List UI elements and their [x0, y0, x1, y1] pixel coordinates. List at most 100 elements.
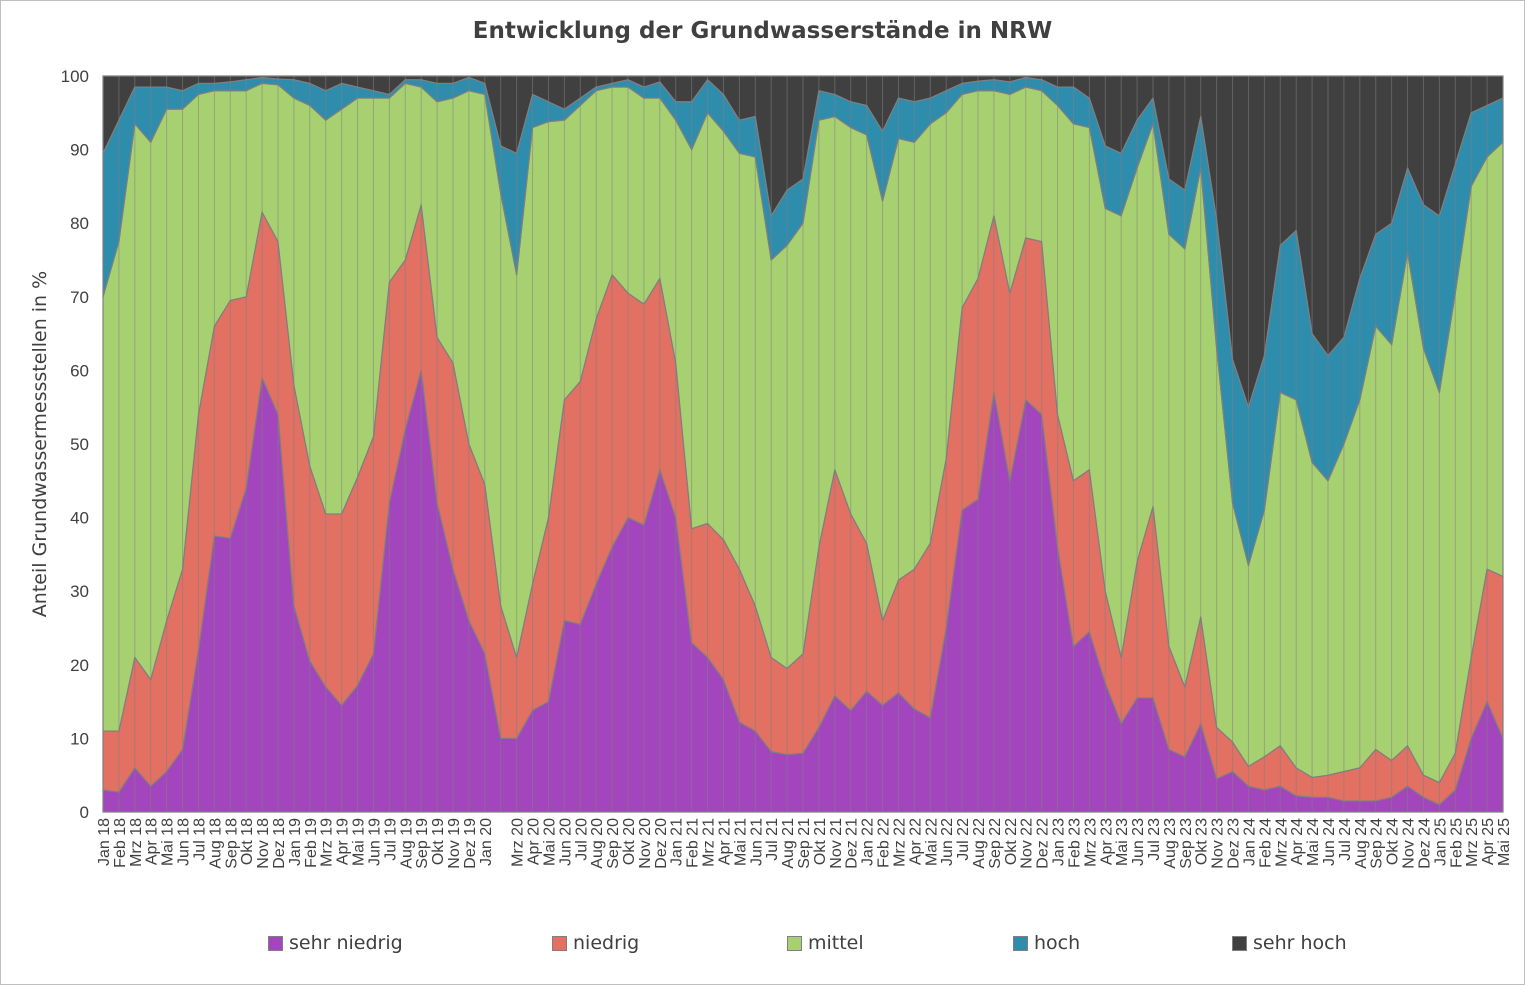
- x-tick-label: Jan 22: [860, 818, 877, 866]
- y-tick-label: 0: [80, 803, 89, 822]
- x-tick-label: Okt 21: [812, 818, 829, 865]
- x-tick-label: Nov 19: [446, 818, 463, 869]
- x-tick-label: Sep 23: [1178, 818, 1195, 869]
- x-tick-label: Jul 19: [382, 818, 399, 861]
- x-tick-label: Dez 20: [653, 818, 670, 869]
- x-tick-label: Mai 20: [541, 818, 558, 866]
- legend-swatch-niedrig: [552, 935, 567, 951]
- x-tick-label: Jun 18: [176, 818, 193, 866]
- x-tick-label: Sep 24: [1369, 818, 1386, 869]
- x-tick-label: Feb 25: [1448, 818, 1465, 868]
- x-tick-label: Apr 19: [335, 818, 352, 865]
- x-tick-label: Aug 24: [1353, 818, 1370, 869]
- x-tick-label: Jul 23: [1146, 818, 1163, 861]
- x-tick-label: Dez 19: [462, 818, 479, 869]
- y-tick-label: 40: [70, 509, 89, 528]
- chart-title: Entwicklung der Grundwasserstände in NRW: [472, 18, 1053, 44]
- x-tick-label: Mrz 21: [701, 818, 718, 867]
- x-tick-label: Aug 20: [589, 818, 606, 869]
- x-tick-label: Mai 18: [160, 818, 177, 866]
- legend-item-sehr-niedrig: sehr niedrig: [268, 928, 403, 958]
- x-tick-label: Jul 22: [955, 818, 972, 861]
- x-tick-label: Aug 22: [971, 818, 988, 869]
- x-tick-label: Nov 18: [255, 818, 272, 869]
- x-tick-label: Okt 24: [1385, 818, 1402, 865]
- legend-item-hoch: hoch: [1013, 928, 1080, 958]
- x-tick-label: Jul 21: [764, 818, 781, 861]
- x-tick-label: Dez 23: [1226, 818, 1243, 869]
- x-tick-label: Mai 25: [1496, 818, 1513, 866]
- x-tick-label: Mai 19: [351, 818, 368, 866]
- legend-swatch-mittel: [787, 935, 802, 951]
- x-tick-label: Apr 20: [526, 818, 543, 865]
- x-tick-label: Mai 22: [923, 818, 940, 866]
- grid-layer: [102, 75, 1504, 813]
- legend-swatch-sehr-hoch: [1232, 935, 1247, 951]
- legend-item-sehr-hoch: sehr hoch: [1232, 928, 1347, 958]
- x-tick-label: Sep 21: [796, 818, 813, 869]
- x-tick-label: Okt 19: [430, 818, 447, 865]
- y-axis-ticks: 0 10 20 30 40 50 60 70 80 90 100: [61, 67, 89, 822]
- x-tick-label: Aug 21: [780, 818, 797, 869]
- x-tick-label: Jul 24: [1337, 818, 1354, 861]
- x-tick-label: Jan 23: [1051, 818, 1068, 866]
- y-tick-label: 60: [70, 361, 89, 380]
- x-tick-label: Jun 22: [939, 818, 956, 866]
- x-tick-label: Aug 18: [207, 818, 224, 869]
- x-tick-label: Mrz 20: [510, 818, 527, 867]
- x-tick-label: Nov 21: [828, 818, 845, 869]
- legend-label-niedrig: niedrig: [573, 932, 640, 954]
- x-tick-label: Jan 18: [96, 818, 113, 866]
- legend-label-hoch: hoch: [1034, 932, 1081, 954]
- x-tick-label: Jan 24: [1241, 818, 1258, 866]
- x-tick-label: Nov 23: [1210, 818, 1227, 869]
- legend-item-niedrig: niedrig: [552, 928, 639, 958]
- x-tick-label: Mai 24: [1305, 818, 1322, 866]
- x-tick-label: Jun 20: [557, 818, 574, 866]
- x-tick-label: Feb 19: [303, 818, 320, 868]
- x-tick-label: Mrz 19: [319, 818, 336, 867]
- x-tick-label: Okt 23: [1194, 818, 1211, 865]
- x-tick-label: Jun 21: [748, 818, 765, 866]
- legend: sehr niedrig niedrig mittel hoch sehr ho…: [0, 928, 1525, 958]
- x-tick-label: Jul 20: [573, 818, 590, 861]
- x-tick-label: Nov 20: [637, 818, 654, 869]
- x-tick-label: Jan 21: [669, 818, 686, 866]
- x-tick-label: Mrz 24: [1273, 818, 1290, 867]
- y-tick-label: 100: [61, 67, 89, 86]
- x-tick-label: Apr 18: [144, 818, 161, 865]
- x-tick-label: Apr 25: [1480, 818, 1497, 865]
- x-tick-label: Aug 19: [398, 818, 415, 869]
- x-tick-label: Mai 23: [1114, 818, 1131, 866]
- x-tick-label: Sep 18: [223, 818, 240, 869]
- x-tick-label: Sep 20: [605, 818, 622, 869]
- y-tick-label: 30: [70, 582, 89, 601]
- legend-label-sehr-hoch: sehr hoch: [1253, 932, 1347, 954]
- y-tick-label: 20: [70, 656, 89, 675]
- x-tick-label: Jan 19: [287, 818, 304, 866]
- x-tick-label: Okt 18: [239, 818, 256, 865]
- y-axis-title: Anteil Grundwassermessstellen in %: [29, 271, 51, 617]
- x-tick-label: Jun 24: [1321, 818, 1338, 866]
- x-tick-label: Dez 18: [271, 818, 288, 869]
- x-tick-label: Apr 22: [907, 818, 924, 865]
- y-tick-label: 10: [70, 729, 89, 748]
- x-tick-label: Feb 23: [1066, 818, 1083, 868]
- x-tick-label: Jun 19: [366, 818, 383, 866]
- x-tick-label: Mrz 18: [128, 818, 145, 867]
- y-tick-label: 80: [70, 214, 89, 233]
- legend-swatch-sehr-niedrig: [268, 935, 283, 951]
- x-tick-label: Mrz 22: [891, 818, 908, 867]
- x-tick-label: Okt 20: [621, 818, 638, 865]
- x-tick-label: Feb 18: [112, 818, 129, 868]
- legend-swatch-hoch: [1013, 935, 1028, 951]
- legend-label-mittel: mittel: [808, 932, 864, 954]
- x-tick-label: Apr 24: [1289, 818, 1306, 865]
- x-tick-label: Nov 24: [1401, 818, 1418, 869]
- x-tick-label: Mai 21: [732, 818, 749, 866]
- legend-item-mittel: mittel: [787, 928, 864, 958]
- x-tick-label: Feb 21: [685, 818, 702, 868]
- x-tick-label: Mrz 25: [1464, 818, 1481, 867]
